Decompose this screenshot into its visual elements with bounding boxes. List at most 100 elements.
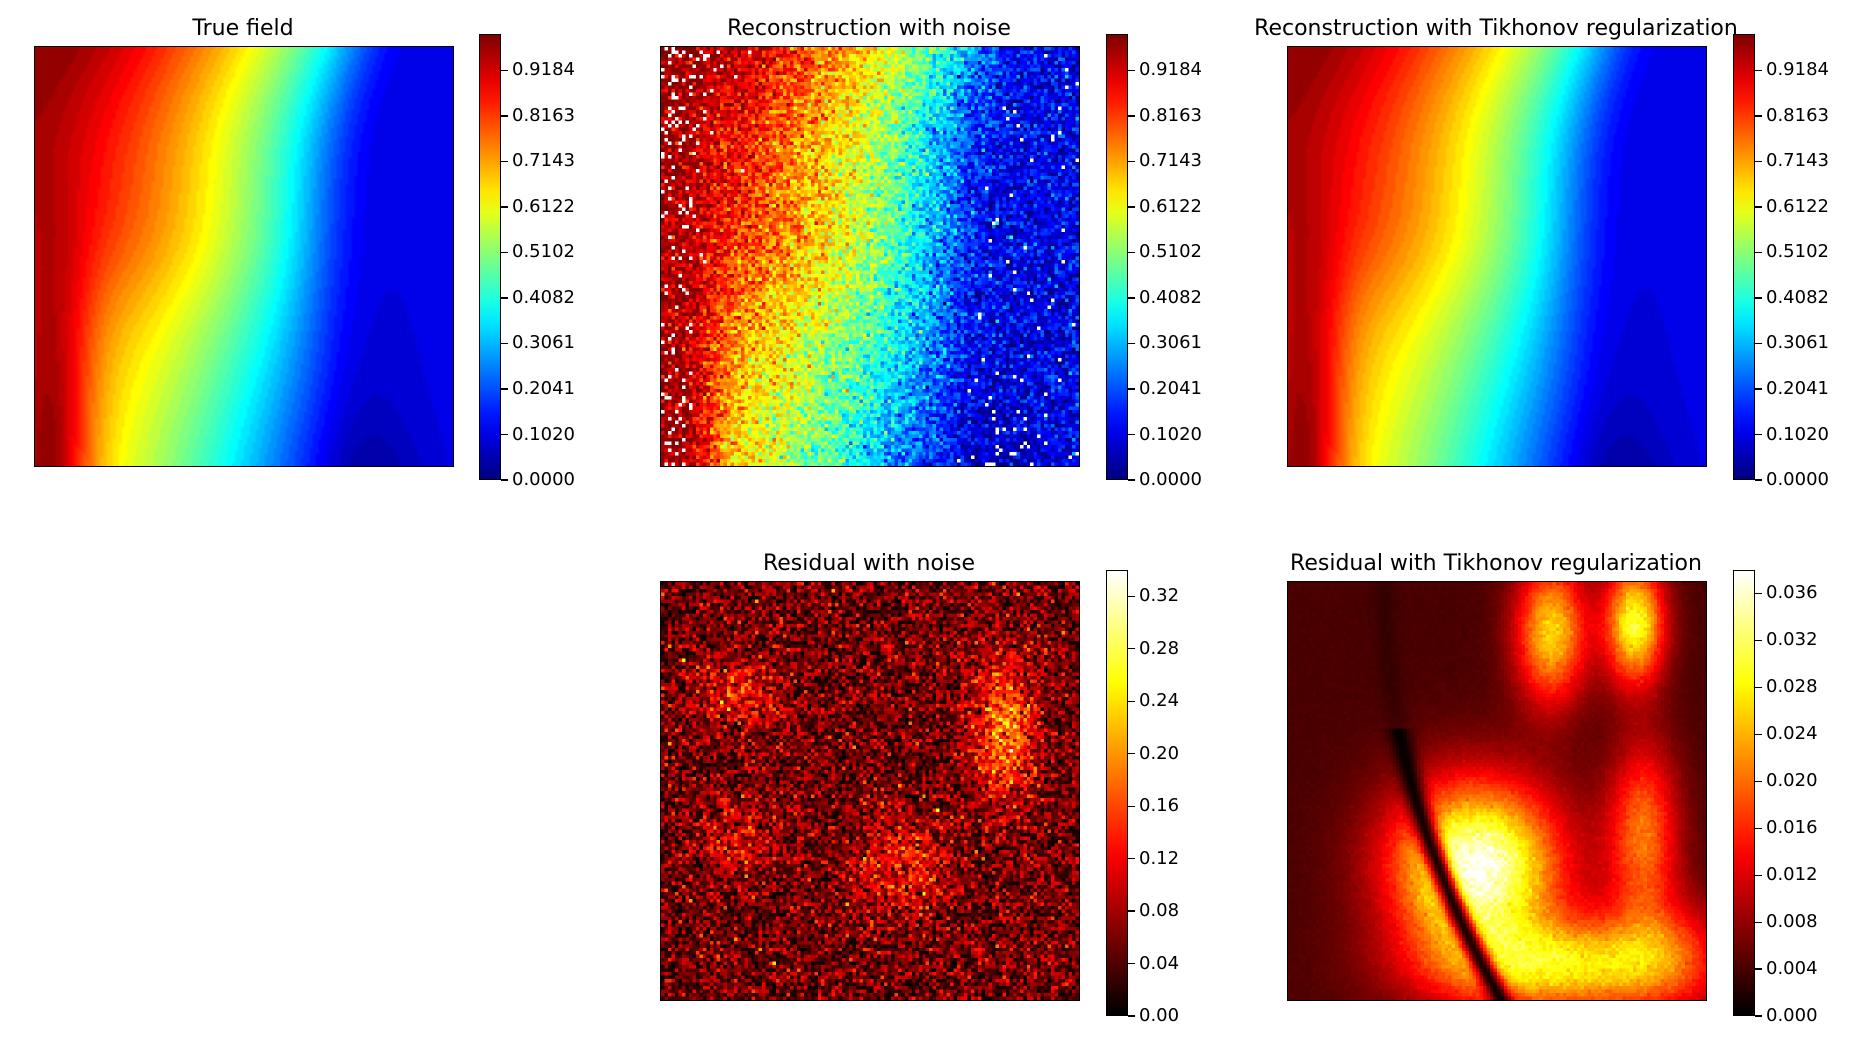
colorbar-tick-mark [1755,479,1762,481]
colorbar-tick-mark [501,388,508,390]
colorbar-tick-label: 0.008 [1766,911,1818,933]
colorbar-tick-mark [501,69,508,72]
colorbar-tick-mark [1755,968,1762,970]
colorbar-tick-mark [1755,388,1762,390]
colorbar-tick-mark [1755,115,1762,117]
colorbar-tick-mark [1755,686,1762,689]
colorbar-tick-label: 0.1020 [512,423,575,445]
colorbar-tick-label: 0.020 [1766,770,1818,792]
colorbar-tick-label: 0.4082 [512,286,575,308]
colorbar-tick-mark [1128,910,1135,912]
colorbar-tick-label: 0.8163 [512,104,575,126]
colorbar-tick-label: 0.1020 [1766,423,1829,445]
colorbar-tick-mark [1128,433,1135,436]
heatmap-cells [1288,47,1706,466]
heatmap-cells [1288,582,1706,1000]
colorbar-tick-label: 0.04 [1139,952,1180,974]
colorbar-tick-mark [501,251,508,254]
heatmap-plot [34,46,454,467]
colorbar-tick-label: 0.24 [1139,690,1180,712]
colorbar-tick-label: 0.012 [1766,864,1818,886]
colorbar-tick-label: 0.3061 [1766,332,1829,354]
panel-title: True field [192,16,294,41]
colorbar-tick-label: 0.28 [1139,637,1180,659]
colorbar-tick-label: 0.2041 [1139,377,1202,399]
colorbar-tick-label: 0.3061 [1139,332,1202,354]
colorbar [1106,570,1128,1016]
colorbar-tick-label: 0.12 [1139,847,1180,869]
colorbar-tick-label: 0.0000 [1139,469,1202,490]
colorbar-tick-mark [501,160,508,163]
colorbar-tick-mark [1755,251,1762,254]
colorbar-tick-label: 0.7143 [512,150,575,172]
colorbar-tick-mark [1128,388,1135,390]
colorbar-tick-label: 0.4082 [1766,286,1829,308]
colorbar-tick-label: 0.32 [1139,585,1180,607]
colorbar-tick-label: 0.0000 [1766,469,1829,490]
colorbar-tick-label: 0.024 [1766,723,1818,745]
colorbar-tick-label: 0.9184 [1766,59,1829,81]
colorbar-tick-mark [501,433,508,436]
colorbar-tick-label: 0.8163 [1139,104,1202,126]
colorbar-tick-mark [1128,700,1135,702]
heatmap-plot [1287,581,1707,1001]
colorbar-tick-mark [1128,962,1135,965]
colorbar-tick-mark [1128,297,1135,299]
colorbar-tick-mark [1755,639,1762,642]
colorbar-tick-mark [1755,874,1762,876]
colorbar-tick-label: 0.2041 [512,377,575,399]
colorbar-tick-label: 0.2041 [1766,377,1829,399]
colorbar-tick-label: 0.9184 [512,59,575,81]
colorbar-tick-mark [501,479,508,481]
colorbar-tick-mark [1128,251,1135,254]
colorbar-tick-mark [1755,733,1762,735]
colorbar-tick-mark [1128,857,1135,860]
colorbar-tick-label: 0.6122 [1766,195,1829,217]
colorbar-tick-mark [1128,753,1135,755]
colorbar-tick-label: 0.0000 [512,469,575,490]
panel-title: Residual with Tikhonov regularization [1290,551,1702,576]
colorbar-tick-label: 0.016 [1766,817,1818,839]
colorbar-tick-label: 0.3061 [512,332,575,354]
colorbar-tick-label: 0.4082 [1139,286,1202,308]
colorbar-tick-mark [501,297,508,299]
colorbar [1733,570,1755,1016]
colorbar [1733,34,1755,480]
colorbar-tick-mark [1755,1015,1762,1017]
heatmap-cells [35,47,453,466]
colorbar-tick-mark [1128,69,1135,72]
colorbar-tick-label: 0.000 [1766,1005,1818,1026]
colorbar-tick-mark [1128,342,1135,345]
colorbar-tick-label: 0.6122 [1139,195,1202,217]
colorbar-tick-mark [1755,780,1762,782]
colorbar-tick-mark [1128,206,1135,208]
colorbar-tick-label: 0.032 [1766,629,1818,651]
colorbar-tick-mark [501,342,508,345]
panel-title: Reconstruction with Tikhonov regularizat… [1254,16,1738,41]
colorbar-tick-mark [501,115,508,117]
colorbar-tick-mark [1755,433,1762,436]
colorbar-tick-mark [1755,297,1762,299]
colorbar-tick-label: 0.004 [1766,958,1818,980]
colorbar-tick-label: 0.7143 [1139,150,1202,172]
colorbar-tick-label: 0.8163 [1766,104,1829,126]
colorbar-tick-label: 0.5102 [1766,241,1829,263]
colorbar-tick-label: 0.9184 [1139,59,1202,81]
colorbar-tick-label: 0.00 [1139,1005,1180,1026]
colorbar-tick-label: 0.6122 [512,195,575,217]
colorbar-tick-label: 0.7143 [1766,150,1829,172]
heatmap-cells [661,582,1079,1000]
colorbar-tick-mark [1755,342,1762,345]
colorbar [479,34,501,480]
colorbar-tick-mark [501,206,508,208]
colorbar-tick-mark [1128,1015,1135,1017]
heatmap-plot [1287,46,1707,467]
heatmap-plot [660,46,1080,467]
colorbar-tick-label: 0.5102 [1139,241,1202,263]
colorbar-tick-label: 0.028 [1766,676,1818,698]
colorbar-tick-mark [1755,921,1762,923]
colorbar [1106,34,1128,480]
colorbar-tick-label: 0.08 [1139,900,1180,922]
panel-title: Residual with noise [762,551,976,576]
colorbar-tick-mark [1755,69,1762,72]
